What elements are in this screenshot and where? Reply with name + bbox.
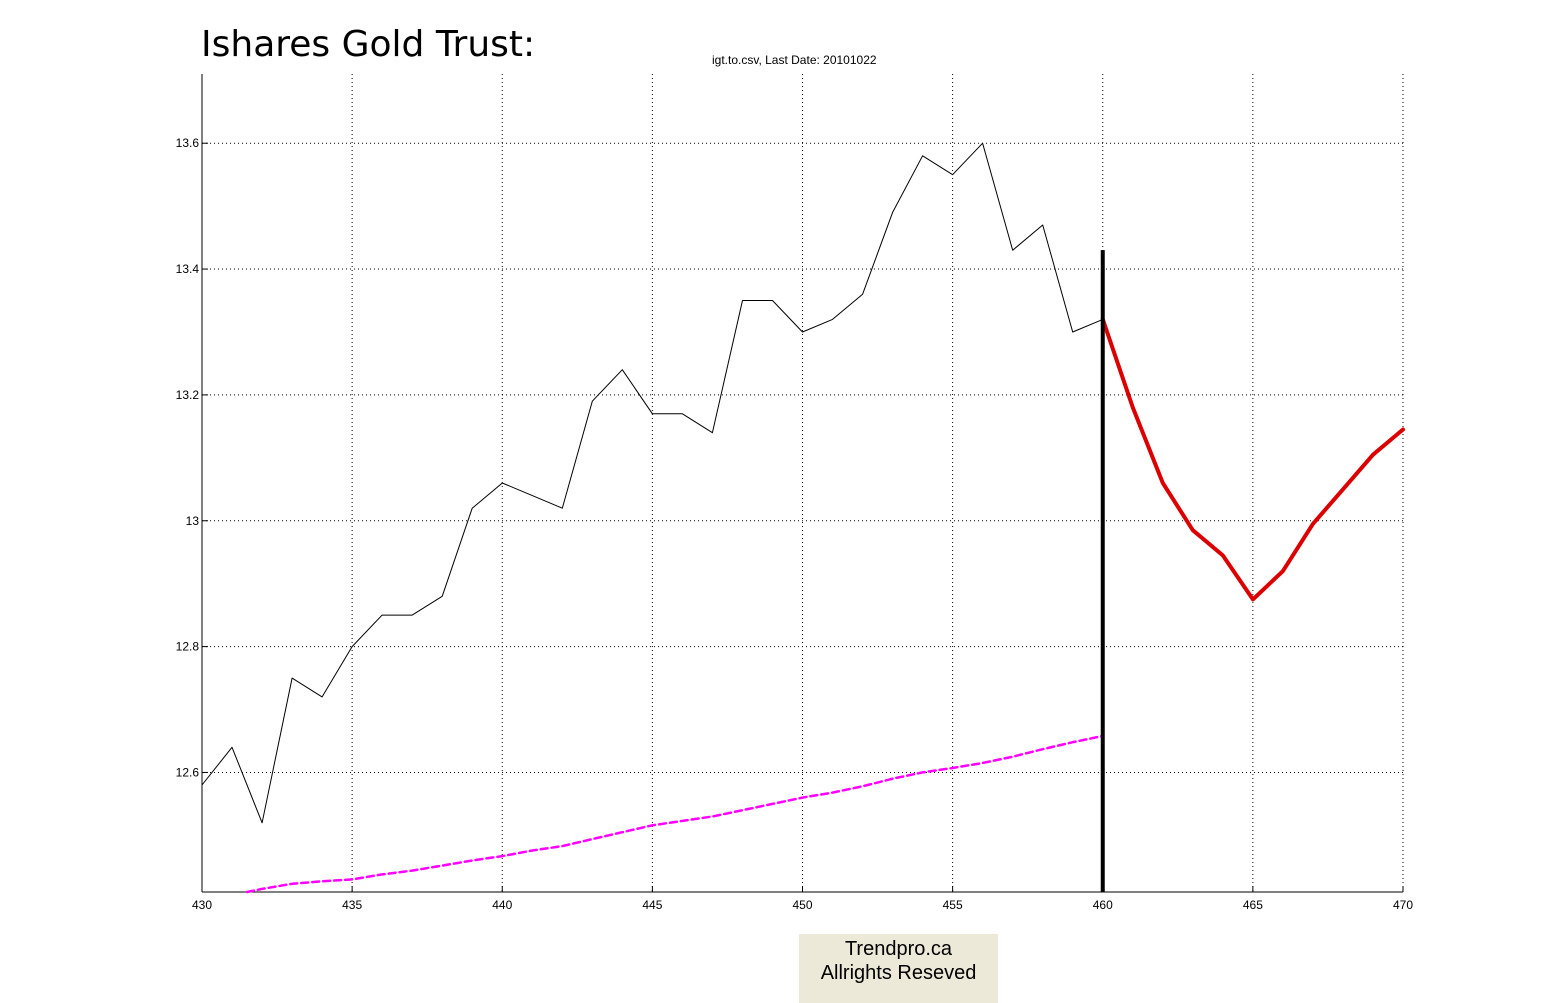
y-tick-label: 13.2	[176, 388, 200, 402]
moving-average-line	[245, 734, 1105, 894]
x-tick-label: 465	[1243, 898, 1263, 912]
x-tick-label: 470	[1393, 898, 1413, 912]
y-tick-label: 12.8	[176, 640, 200, 654]
y-tick-label: 13.4	[176, 262, 200, 276]
x-tick-label: 460	[1093, 898, 1113, 912]
watermark-line1: Trendpro.ca	[844, 938, 953, 960]
y-tick-label: 13	[186, 514, 200, 528]
forecast-line	[1100, 317, 1405, 602]
x-tick-label: 430	[192, 898, 212, 912]
y-tick-label: 12.6	[176, 765, 200, 779]
x-tick-label: 435	[342, 898, 362, 912]
chart-title: Ishares Gold Trust:	[201, 24, 536, 65]
x-tick-label: 455	[943, 898, 963, 912]
y-tick-label: 13.6	[176, 136, 200, 150]
watermark-box: Trendpro.ca Allrights Reseved	[799, 934, 998, 1003]
tick-labels: 430 435 440 445 450 455 460 465 470 12.6 12.8 13 13.…	[176, 136, 1414, 912]
series-lines	[201, 142, 1405, 894]
x-tick-label: 440	[492, 898, 512, 912]
grid-lines	[201, 74, 1404, 892]
x-tick-label: 445	[642, 898, 662, 912]
chart-subtitle: igt.to.csv, Last Date: 20101022	[712, 53, 877, 67]
x-tick-label: 450	[792, 898, 812, 912]
price-line	[201, 142, 1104, 824]
watermark-line2: Allrights Reseved	[820, 962, 977, 984]
axes	[201, 74, 1404, 893]
